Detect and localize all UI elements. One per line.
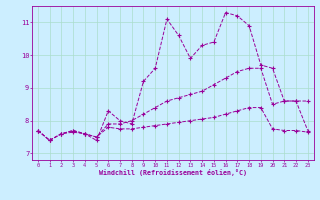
X-axis label: Windchill (Refroidissement éolien,°C): Windchill (Refroidissement éolien,°C) (99, 169, 247, 176)
